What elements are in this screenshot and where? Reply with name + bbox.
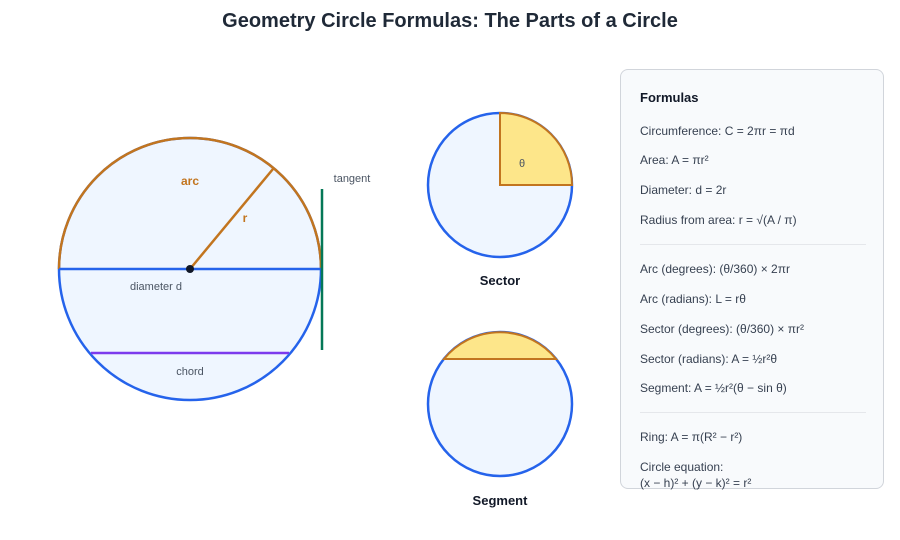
diameter-label: diameter d — [130, 281, 182, 293]
formula-ring: Ring: A = π(R² − r²) — [640, 430, 743, 444]
tangent-label: tangent — [334, 173, 371, 185]
formula-sector-degrees: Sector (degrees): (θ/360) × πr² — [640, 322, 805, 336]
formula-radius-from-area: Radius from area: r = √(A / π) — [640, 213, 797, 227]
formula-panel: Formulas Circumference: C = 2πr = πd Are… — [620, 69, 884, 490]
formula-segment: Segment: A = ½r²(θ − sin θ) — [640, 381, 787, 395]
chord-label: chord — [176, 366, 204, 378]
sector-wedge — [499, 111, 574, 186]
sector-angle-label: θ — [519, 158, 525, 170]
formula-area: Area: A = πr² — [640, 153, 709, 167]
formula-sector-radians: Sector (radians): A = ½r²θ — [640, 352, 778, 366]
page-title: Geometry Circle Formulas: The Parts of a… — [222, 10, 678, 32]
sector-caption: Sector — [480, 273, 520, 288]
formula-divider — [640, 412, 866, 413]
segment-caption: Segment — [473, 493, 529, 508]
formula-arc-degrees: Arc (degrees): (θ/360) × 2πr — [640, 262, 791, 276]
radius-label: r — [243, 211, 248, 225]
main-circle-group: arc r diameter d chord tangent — [57, 136, 371, 402]
formula-circle-equation-label: Circle equation: — [640, 460, 724, 474]
segment-region — [441, 331, 559, 360]
formula-divider — [640, 244, 866, 245]
sector-group: θ Sector — [426, 111, 574, 288]
formula-arc-radians: Arc (radians): L = rθ — [640, 292, 746, 306]
formula-panel-heading: Formulas — [640, 90, 699, 105]
formula-circumference: Circumference: C = 2πr = πd — [640, 124, 795, 138]
formula-diameter: Diameter: d = 2r — [640, 183, 727, 197]
center-point — [186, 265, 194, 273]
formula-circle-equation: (x − h)² + (y − k)² = r² — [640, 476, 752, 490]
arc-highlight — [57, 136, 323, 270]
arc-label: arc — [181, 174, 199, 188]
segment-group: Segment — [426, 330, 574, 508]
radius-line — [189, 168, 274, 270]
